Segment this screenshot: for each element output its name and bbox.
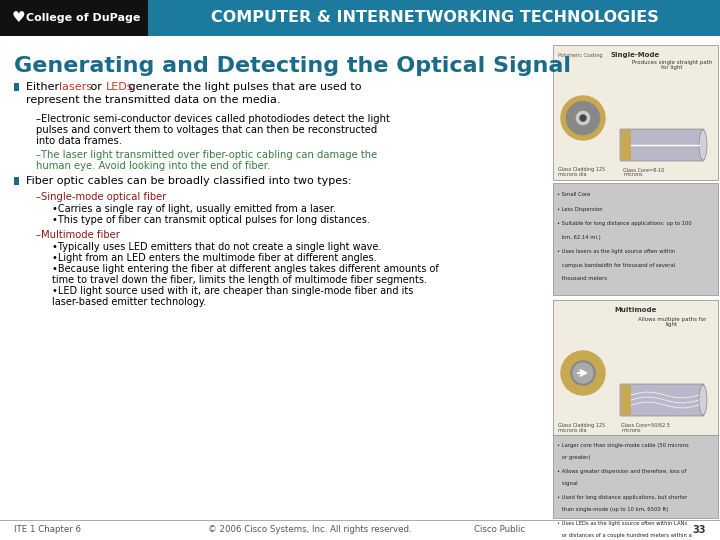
Circle shape: [561, 96, 605, 140]
Text: Allows multiple paths for
light: Allows multiple paths for light: [638, 316, 706, 327]
Text: signal: signal: [557, 482, 577, 487]
Text: Polymeric Coating: Polymeric Coating: [558, 52, 603, 57]
Text: Produces single straight path
for light: Produces single straight path for light: [631, 59, 712, 70]
Text: Fiber optic cables can be broadly classified into two types:: Fiber optic cables can be broadly classi…: [26, 176, 351, 186]
Text: ITE 1 Chapter 6: ITE 1 Chapter 6: [14, 525, 81, 535]
Text: or: or: [87, 82, 106, 92]
FancyBboxPatch shape: [553, 45, 718, 180]
Text: pulses and convert them to voltages that can then be reconstructed: pulses and convert them to voltages that…: [36, 125, 377, 135]
Text: • Less Dispersion: • Less Dispersion: [557, 206, 603, 212]
Text: than single-mode (up to 10 km, 6500 ft): than single-mode (up to 10 km, 6500 ft): [557, 508, 668, 512]
Ellipse shape: [699, 385, 707, 415]
Text: •Light from an LED enters the multimode fiber at different angles.: •Light from an LED enters the multimode …: [52, 253, 377, 263]
Text: •Carries a single ray of light, usually emitted from a laser.: •Carries a single ray of light, usually …: [52, 204, 336, 214]
Circle shape: [577, 111, 590, 125]
Text: –The laser light transmitted over fiber-optic cabling can damage the: –The laser light transmitted over fiber-…: [36, 150, 377, 160]
Ellipse shape: [699, 130, 707, 160]
Text: COMPUTER & INTERNETWORKING TECHNOLOGIES: COMPUTER & INTERNETWORKING TECHNOLOGIES: [211, 10, 659, 25]
FancyBboxPatch shape: [553, 435, 718, 518]
Circle shape: [561, 351, 605, 395]
Text: microns: microns: [621, 428, 641, 433]
Circle shape: [580, 115, 586, 121]
Circle shape: [567, 102, 600, 134]
Text: •Typically uses LED emitters that do not create a single light wave.: •Typically uses LED emitters that do not…: [52, 242, 382, 252]
Text: • Uses LEDs as the light source often within LANs: • Uses LEDs as the light source often wi…: [557, 521, 688, 525]
Text: Glass Core=8-10: Glass Core=8-10: [623, 167, 665, 172]
Text: generate the light pulses that are used to: generate the light pulses that are used …: [125, 82, 361, 92]
Text: Multimode: Multimode: [614, 307, 657, 313]
Text: laser-based emitter technology.: laser-based emitter technology.: [52, 297, 206, 307]
Text: Single-Mode: Single-Mode: [611, 52, 660, 58]
Text: • Larger core than single-mode cable (50 microns: • Larger core than single-mode cable (50…: [557, 442, 689, 448]
Text: • Allows greater dispersion and therefore, loss of: • Allows greater dispersion and therefor…: [557, 469, 686, 474]
FancyBboxPatch shape: [553, 183, 718, 295]
FancyBboxPatch shape: [621, 385, 631, 415]
Circle shape: [571, 361, 595, 385]
Text: Glass Cladding 125: Glass Cladding 125: [558, 167, 605, 172]
Text: • Suitable for long distance applications: up to 100: • Suitable for long distance application…: [557, 220, 692, 226]
Text: –Single-mode optical fiber: –Single-mode optical fiber: [36, 192, 166, 202]
FancyBboxPatch shape: [0, 0, 720, 36]
Text: Glass Cladding 125: Glass Cladding 125: [558, 422, 605, 428]
Circle shape: [573, 363, 593, 383]
Text: or greater): or greater): [557, 456, 590, 461]
Text: –Multimode fiber: –Multimode fiber: [36, 230, 120, 240]
Text: •LED light source used with it, are cheaper than single-mode fiber and its: •LED light source used with it, are chea…: [52, 286, 413, 296]
Text: km, 62.14 mi.): km, 62.14 mi.): [557, 234, 600, 240]
FancyBboxPatch shape: [553, 300, 718, 435]
Text: LEDs: LEDs: [107, 82, 134, 92]
Text: –Electronic semi-conductor devices called photodiodes detect the light: –Electronic semi-conductor devices calle…: [36, 114, 390, 124]
Text: 33: 33: [693, 525, 706, 535]
Text: © 2006 Cisco Systems, Inc. All rights reserved.: © 2006 Cisco Systems, Inc. All rights re…: [208, 525, 412, 535]
Bar: [14, 83, 19, 91]
Text: • Uses lasers as the light source often within: • Uses lasers as the light source often …: [557, 248, 675, 253]
Bar: [14, 177, 19, 185]
Text: microns dia: microns dia: [558, 428, 587, 433]
Text: • Used for long distance applications, but shorter: • Used for long distance applications, b…: [557, 495, 688, 500]
FancyBboxPatch shape: [0, 0, 148, 36]
Text: or distances of a couple hundred meters within a: or distances of a couple hundred meters …: [557, 534, 692, 538]
Text: time to travel down the fiber, limits the length of multimode fiber segments.: time to travel down the fiber, limits th…: [52, 275, 427, 285]
Text: thousand meters: thousand meters: [557, 276, 607, 281]
Text: human eye. Avoid looking into the end of fiber.: human eye. Avoid looking into the end of…: [36, 161, 270, 171]
Text: •Because light entering the fiber at different angles takes different amounts of: •Because light entering the fiber at dif…: [52, 264, 438, 274]
Text: lasers: lasers: [59, 82, 92, 92]
Text: into data frames.: into data frames.: [36, 136, 122, 146]
Text: Either: Either: [26, 82, 63, 92]
Text: Cisco Public: Cisco Public: [474, 525, 526, 535]
Text: Glass Core=50/62.5: Glass Core=50/62.5: [621, 422, 670, 428]
Text: microns: microns: [623, 172, 642, 178]
Text: campus bandwidth for thousand of several: campus bandwidth for thousand of several: [557, 262, 675, 267]
Text: College of DuPage: College of DuPage: [26, 13, 140, 23]
Text: represent the transmitted data on the media.: represent the transmitted data on the me…: [26, 95, 281, 105]
FancyBboxPatch shape: [620, 384, 704, 416]
Text: Generating and Detecting the Optical Signal: Generating and Detecting the Optical Sig…: [14, 56, 571, 76]
Text: ♥: ♥: [12, 10, 26, 25]
Text: • Small Core: • Small Core: [557, 192, 590, 198]
Text: •This type of fiber can transmit optical pulses for long distances.: •This type of fiber can transmit optical…: [52, 215, 370, 225]
FancyBboxPatch shape: [621, 130, 631, 160]
Text: microns dia: microns dia: [558, 172, 587, 178]
FancyBboxPatch shape: [620, 129, 704, 161]
